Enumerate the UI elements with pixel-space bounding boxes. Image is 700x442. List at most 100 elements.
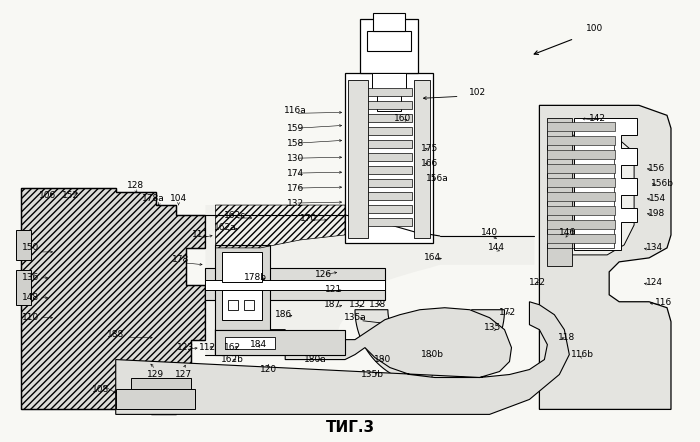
Bar <box>414 80 430 238</box>
Text: 116a: 116a <box>284 106 307 115</box>
Text: 164: 164 <box>424 253 441 263</box>
Polygon shape <box>355 310 505 385</box>
Text: 187: 187 <box>324 300 342 309</box>
Text: 134: 134 <box>645 244 663 252</box>
Text: 106: 106 <box>39 191 57 200</box>
Bar <box>368 101 412 109</box>
Text: 156: 156 <box>648 164 666 173</box>
Bar <box>345 73 433 243</box>
Text: 184: 184 <box>250 340 267 349</box>
Text: 162a: 162a <box>214 224 237 232</box>
Text: 180a: 180a <box>304 355 326 364</box>
Bar <box>368 218 412 226</box>
Bar <box>377 91 401 111</box>
Bar <box>216 330 345 354</box>
Bar <box>223 252 262 282</box>
Text: 127: 127 <box>175 370 192 379</box>
Bar <box>547 136 615 145</box>
Bar <box>228 300 239 310</box>
Text: 144: 144 <box>488 244 505 252</box>
Text: 126: 126 <box>314 271 332 279</box>
Text: 188: 188 <box>107 330 125 339</box>
Text: 198: 198 <box>648 209 666 217</box>
Text: 180: 180 <box>374 355 391 364</box>
Text: 150: 150 <box>22 244 40 252</box>
Text: 180b: 180b <box>421 350 444 359</box>
Bar <box>547 206 615 215</box>
Bar <box>368 127 412 135</box>
Text: 116b: 116b <box>570 350 594 359</box>
Bar <box>223 290 262 320</box>
Text: 130: 130 <box>286 154 304 163</box>
Text: 158: 158 <box>286 139 304 148</box>
Bar <box>206 280 385 290</box>
Polygon shape <box>16 270 31 305</box>
Bar <box>360 19 418 73</box>
Text: 112: 112 <box>199 343 216 352</box>
Text: 123: 123 <box>177 343 194 352</box>
Bar <box>547 192 615 201</box>
Text: 111: 111 <box>192 230 209 240</box>
Polygon shape <box>574 118 637 250</box>
Bar <box>348 80 368 238</box>
Bar <box>547 122 615 131</box>
Bar <box>225 337 275 349</box>
Bar <box>547 220 615 229</box>
Text: 128: 128 <box>127 181 144 190</box>
Bar <box>368 192 412 200</box>
Bar <box>547 164 615 173</box>
Polygon shape <box>21 188 206 415</box>
Text: 178a: 178a <box>142 194 165 202</box>
Text: 152: 152 <box>62 191 79 200</box>
Text: 162: 162 <box>224 343 241 352</box>
Bar <box>368 153 412 161</box>
Bar <box>368 114 412 122</box>
Text: 140: 140 <box>481 229 498 237</box>
Bar <box>372 73 406 91</box>
Text: 124: 124 <box>645 278 662 287</box>
Text: 108: 108 <box>92 385 109 394</box>
Text: 120: 120 <box>260 365 276 374</box>
Bar <box>368 88 412 96</box>
Bar <box>368 166 412 174</box>
Bar <box>373 13 405 30</box>
Bar <box>116 389 195 409</box>
Bar <box>368 205 412 213</box>
Bar <box>244 300 254 310</box>
Bar <box>367 30 411 50</box>
Polygon shape <box>16 230 31 260</box>
Text: 116: 116 <box>655 298 673 307</box>
Text: 129: 129 <box>147 370 164 379</box>
Text: 178: 178 <box>172 255 189 264</box>
Text: 118: 118 <box>558 333 575 342</box>
Polygon shape <box>554 135 634 255</box>
Text: 110: 110 <box>22 313 40 322</box>
Text: 162b: 162b <box>221 355 244 364</box>
Text: 135a: 135a <box>344 313 366 322</box>
Text: 156b: 156b <box>650 179 673 187</box>
Text: 166: 166 <box>421 159 438 168</box>
Text: 132: 132 <box>349 300 367 309</box>
Text: 142: 142 <box>589 114 606 123</box>
Text: 136: 136 <box>22 273 40 282</box>
Text: 148: 148 <box>22 293 40 302</box>
Text: 178b: 178b <box>244 273 267 282</box>
Text: 156a: 156a <box>426 174 449 183</box>
Polygon shape <box>116 302 569 415</box>
Text: 104: 104 <box>170 194 187 202</box>
Bar <box>368 140 412 148</box>
Text: 176: 176 <box>286 183 304 193</box>
Text: 175: 175 <box>421 144 438 153</box>
Text: 122: 122 <box>529 278 546 287</box>
Polygon shape <box>547 138 614 248</box>
Text: 121: 121 <box>325 285 342 294</box>
Polygon shape <box>540 105 671 409</box>
Text: 186: 186 <box>274 310 292 319</box>
Text: ΤИГ.3: ΤИГ.3 <box>326 420 374 435</box>
Text: 102: 102 <box>469 88 486 97</box>
Text: 146: 146 <box>559 229 576 237</box>
Text: 154: 154 <box>648 194 666 202</box>
Bar <box>131 377 190 389</box>
Bar <box>547 234 615 243</box>
Text: 170: 170 <box>300 213 317 222</box>
